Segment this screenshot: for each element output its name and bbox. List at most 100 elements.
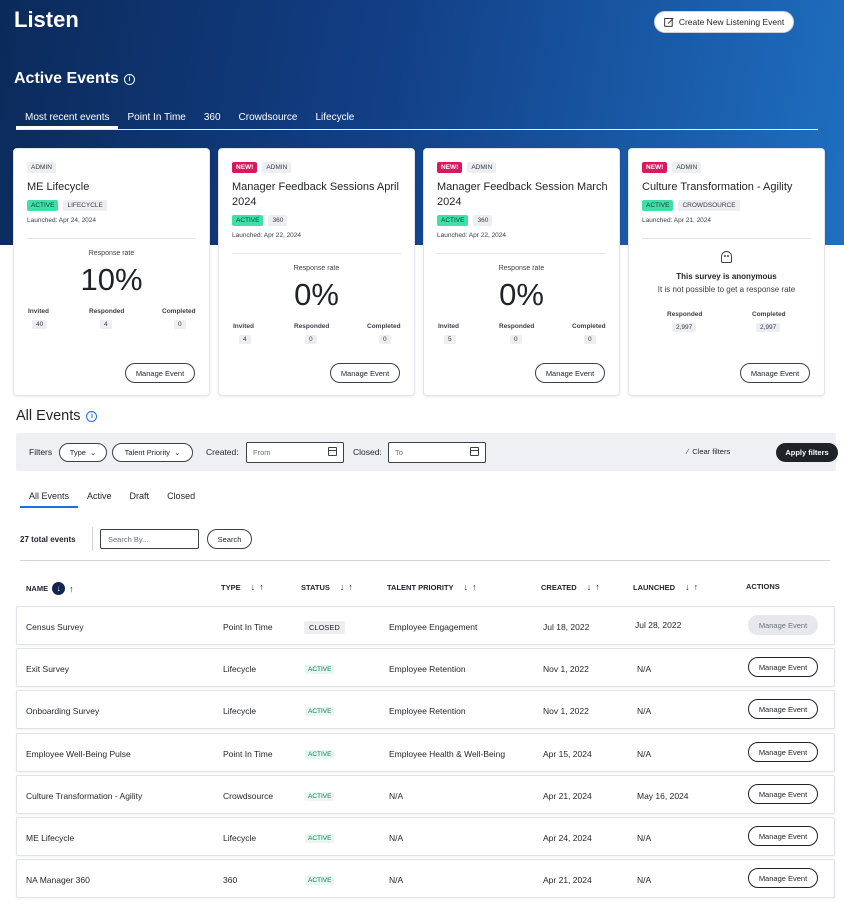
invited-value: 5 xyxy=(444,335,456,344)
created-label: Created: xyxy=(206,447,239,457)
create-listening-event-label: Create New Listening Event xyxy=(678,17,785,27)
type-badge: 360 xyxy=(473,215,493,226)
manage-event-button[interactable]: Manage Event xyxy=(748,784,818,804)
response-rate-value: 0% xyxy=(294,277,339,312)
card-title: Manager Feedback Sessions April 2024 xyxy=(232,181,399,208)
event-type: Lifecycle xyxy=(223,833,257,843)
all-events-title: All Events xyxy=(16,408,81,424)
manage-event-button[interactable]: Manage Event xyxy=(748,826,818,846)
table-row: Culture Transformation - Agility Crowdso… xyxy=(16,775,835,814)
manage-event-button[interactable]: Manage Event xyxy=(535,363,605,383)
sort-desc-icon[interactable]: ↓ xyxy=(339,582,345,592)
tab-360[interactable]: 360 xyxy=(203,112,221,123)
created-from-placeholder: From xyxy=(253,448,271,457)
sort-asc-icon[interactable]: ↑ xyxy=(693,582,699,592)
status-badge: ACTIVE xyxy=(232,215,264,226)
anonymous-subtitle: It is not possible to get a response rat… xyxy=(657,285,796,294)
sort-asc-icon[interactable]: ↑ xyxy=(259,582,264,592)
talent-priority: N/A xyxy=(389,791,404,801)
card-title: ME Lifecycle xyxy=(27,181,90,193)
ghost-icon xyxy=(721,251,732,263)
sort-desc-icon[interactable]: ↓ xyxy=(463,582,469,592)
event-name: ME Lifecycle xyxy=(26,833,75,843)
type-badge: LIFECYCLE xyxy=(63,200,107,211)
sort-desc-icon[interactable]: ↓ xyxy=(685,582,690,592)
sort-asc-icon[interactable]: ↑ xyxy=(595,582,600,592)
manage-event-button[interactable]: Manage Event xyxy=(125,363,195,383)
column-header-label: ACTIONS xyxy=(746,582,780,591)
tab-draft[interactable]: Draft xyxy=(129,491,150,501)
anonymous-title: This survey is anonymous xyxy=(676,272,777,281)
create-listening-event-button[interactable]: Create New Listening Event xyxy=(654,11,794,33)
response-rate-value: 10% xyxy=(80,262,143,297)
tab-point-in-time[interactable]: Point In Time xyxy=(127,112,186,123)
table-header-divider xyxy=(20,560,830,561)
created-from-input[interactable]: From xyxy=(246,442,344,463)
type-badge: 360 xyxy=(268,215,288,226)
active-events-title: Active Events xyxy=(14,70,119,87)
column-header-talent-priority: TALENT PRIORITY ↓ ↑ xyxy=(387,582,477,592)
manage-event-button[interactable]: Manage Event xyxy=(748,699,818,719)
column-header-label: LAUNCHED xyxy=(633,582,676,592)
clear-filters-button[interactable]: ∕ Clear filters xyxy=(687,447,730,456)
status-badge: ACTIVE xyxy=(305,792,335,801)
invited-value: 4 xyxy=(239,335,251,344)
manage-event-button[interactable]: Manage Event xyxy=(748,657,818,677)
completed-label: Completed xyxy=(572,323,606,330)
sort-asc-icon[interactable]: ↑ xyxy=(472,582,477,592)
filters-label: Filters xyxy=(29,447,53,457)
status-badge: ACTIVE xyxy=(305,707,335,716)
tab-most-recent-events[interactable]: Most recent events xyxy=(16,108,119,129)
created-date: Nov 1, 2022 xyxy=(543,706,589,716)
manage-event-button[interactable]: Manage Event xyxy=(748,868,818,888)
manage-event-button[interactable]: Manage Event xyxy=(748,615,818,635)
column-header-label: TALENT PRIORITY xyxy=(387,582,454,592)
status-badge: ACTIVE xyxy=(27,200,59,211)
tab-active[interactable]: Active xyxy=(87,491,112,501)
search-button[interactable]: Search xyxy=(207,529,252,549)
sort-asc-icon[interactable]: ↑ xyxy=(69,583,74,594)
created-date: Nov 1, 2022 xyxy=(543,664,589,674)
sort-asc-icon[interactable]: ↑ xyxy=(348,582,353,592)
sort-desc-icon[interactable]: ↓ xyxy=(52,582,66,595)
launched-date: N/A xyxy=(637,749,652,759)
page-title: Listen xyxy=(14,7,79,32)
table-row: Onboarding Survey Lifecycle ACTIVE Emplo… xyxy=(16,690,835,729)
info-icon[interactable]: i xyxy=(86,410,98,422)
type-filter-dropdown[interactable]: Type ⌄ xyxy=(59,443,107,462)
event-card: ADMIN ME Lifecycle ACTIVE LIFECYCLE Laun… xyxy=(13,148,210,396)
responded-label: Responded xyxy=(294,323,330,330)
completed-value: 0 xyxy=(379,335,391,344)
event-name: Culture Transformation - Agility xyxy=(26,791,143,801)
sort-desc-icon[interactable]: ↓ xyxy=(586,582,592,592)
search-input[interactable] xyxy=(100,529,199,549)
calendar-icon[interactable] xyxy=(328,447,337,456)
admin-badge: ADMIN xyxy=(262,162,292,173)
admin-badge: ADMIN xyxy=(27,162,56,173)
status-badge: ACTIVE xyxy=(305,876,335,885)
manage-event-button[interactable]: Manage Event xyxy=(330,363,400,383)
sort-desc-icon[interactable]: ↓ xyxy=(250,582,256,592)
talent-priority-filter-dropdown[interactable]: Talent Priority ⌄ xyxy=(112,443,193,462)
tab-crowdsource[interactable]: Crowdsource xyxy=(238,112,298,123)
closed-to-input[interactable]: To xyxy=(388,442,486,463)
responded-value: 0 xyxy=(305,335,317,344)
card-divider xyxy=(27,238,196,239)
status-badge: ACTIVE xyxy=(437,215,469,226)
calendar-icon[interactable] xyxy=(470,447,479,456)
responded-label: Responded xyxy=(667,311,703,318)
apply-filters-button[interactable]: Apply filters xyxy=(776,443,838,462)
column-header-actions: ACTIONS xyxy=(746,582,780,591)
completed-value: 0 xyxy=(174,320,186,329)
new-badge: NEW! xyxy=(232,162,258,173)
tab-lifecycle[interactable]: Lifecycle xyxy=(315,112,355,123)
event-type: Lifecycle xyxy=(223,664,257,674)
info-icon[interactable]: i xyxy=(123,73,135,85)
card-title: Culture Transformation - Agility xyxy=(642,181,793,193)
talent-priority-filter-label: Talent Priority xyxy=(124,448,171,457)
tab-closed[interactable]: Closed xyxy=(167,491,196,501)
manage-event-button[interactable]: Manage Event xyxy=(740,363,810,383)
column-header-type: TYPE ↓ ↑ xyxy=(221,582,264,592)
manage-event-button[interactable]: Manage Event xyxy=(748,742,818,762)
tab-all-events[interactable]: All Events xyxy=(20,488,79,508)
